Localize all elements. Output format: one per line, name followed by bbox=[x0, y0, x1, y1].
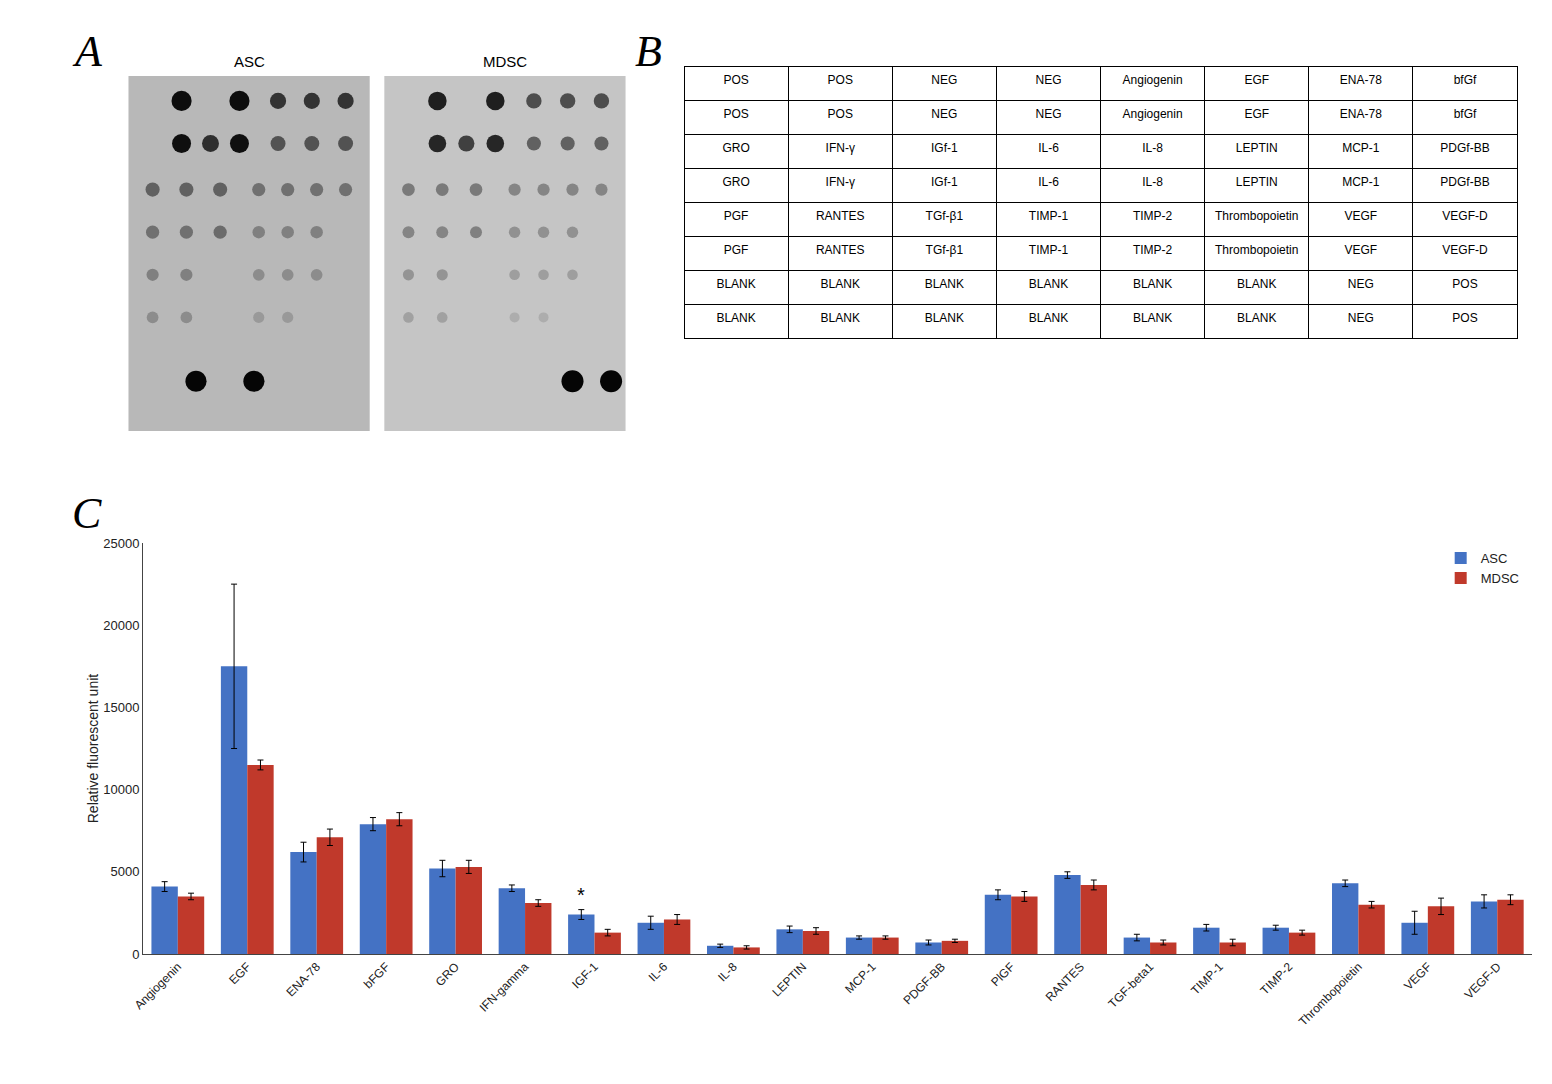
svg-text:A: A bbox=[72, 27, 103, 76]
svg-text:IL-6: IL-6 bbox=[1038, 141, 1059, 155]
svg-text:PGF: PGF bbox=[724, 209, 749, 223]
svg-text:RANTES: RANTES bbox=[816, 209, 865, 223]
svg-text:NEG: NEG bbox=[1348, 311, 1374, 325]
svg-text:TIMP-1: TIMP-1 bbox=[1029, 209, 1069, 223]
svg-text:IGf-1: IGf-1 bbox=[931, 175, 958, 189]
svg-text:20000: 20000 bbox=[103, 618, 139, 633]
svg-text:TGF-beta1: TGF-beta1 bbox=[1105, 960, 1156, 1011]
svg-text:MCP-1: MCP-1 bbox=[1342, 175, 1380, 189]
svg-text:ENA-78: ENA-78 bbox=[1340, 107, 1382, 121]
svg-text:IGf-1: IGf-1 bbox=[931, 141, 958, 155]
svg-text:RANTES: RANTES bbox=[816, 243, 865, 257]
svg-text:MCP-1: MCP-1 bbox=[1342, 141, 1380, 155]
svg-text:IFN-gamma: IFN-gamma bbox=[477, 960, 532, 1015]
svg-text:POS: POS bbox=[1452, 311, 1477, 325]
svg-text:TIMP-2: TIMP-2 bbox=[1133, 209, 1173, 223]
svg-text:VEGF-D: VEGF-D bbox=[1462, 960, 1504, 1002]
svg-text:B: B bbox=[635, 27, 662, 76]
svg-text:BLANK: BLANK bbox=[821, 277, 860, 291]
svg-text:IL-8: IL-8 bbox=[1142, 141, 1163, 155]
svg-text:BLANK: BLANK bbox=[716, 311, 755, 325]
svg-text:*: * bbox=[577, 884, 585, 906]
svg-text:bfGf: bfGf bbox=[1454, 107, 1477, 121]
svg-text:RANTES: RANTES bbox=[1043, 960, 1087, 1004]
svg-text:BLANK: BLANK bbox=[716, 277, 755, 291]
svg-text:GRO: GRO bbox=[433, 960, 462, 989]
svg-text:TIMP-1: TIMP-1 bbox=[1188, 960, 1226, 998]
svg-text:ASC: ASC bbox=[234, 53, 265, 70]
svg-text:NEG: NEG bbox=[931, 73, 957, 87]
svg-text:5000: 5000 bbox=[111, 864, 140, 879]
svg-text:MCP-1: MCP-1 bbox=[842, 960, 879, 997]
svg-text:BLANK: BLANK bbox=[1133, 277, 1172, 291]
svg-text:PDGf-BB: PDGf-BB bbox=[1440, 175, 1489, 189]
svg-text:MDSC: MDSC bbox=[1481, 571, 1519, 586]
svg-text:TGf-β1: TGf-β1 bbox=[926, 243, 964, 257]
svg-text:Angiogenin: Angiogenin bbox=[132, 960, 184, 1012]
svg-text:MDSC: MDSC bbox=[483, 53, 527, 70]
svg-text:Thrombopoietin: Thrombopoietin bbox=[1215, 243, 1298, 257]
svg-text:bfGf: bfGf bbox=[1454, 73, 1477, 87]
svg-text:POS: POS bbox=[723, 107, 748, 121]
svg-text:TIMP-2: TIMP-2 bbox=[1258, 960, 1296, 998]
svg-text:IL-8: IL-8 bbox=[1142, 175, 1163, 189]
svg-text:POS: POS bbox=[723, 73, 748, 87]
svg-text:ASC: ASC bbox=[1481, 551, 1508, 566]
svg-text:IFN-γ: IFN-γ bbox=[826, 141, 855, 155]
svg-text:POS: POS bbox=[828, 107, 853, 121]
svg-text:GRO: GRO bbox=[722, 175, 749, 189]
svg-text:0: 0 bbox=[132, 947, 139, 962]
svg-text:IL-6: IL-6 bbox=[646, 960, 671, 985]
svg-text:BLANK: BLANK bbox=[821, 311, 860, 325]
svg-text:bFGF: bFGF bbox=[361, 960, 393, 992]
svg-text:VEGF: VEGF bbox=[1345, 243, 1378, 257]
svg-text:BLANK: BLANK bbox=[1237, 311, 1276, 325]
svg-text:LEPTIN: LEPTIN bbox=[1236, 175, 1278, 189]
svg-text:GRO: GRO bbox=[722, 141, 749, 155]
svg-text:LEPTIN: LEPTIN bbox=[770, 960, 810, 1000]
svg-text:Thrombopoietin: Thrombopoietin bbox=[1215, 209, 1298, 223]
svg-text:LEPTIN: LEPTIN bbox=[1236, 141, 1278, 155]
svg-text:BLANK: BLANK bbox=[1237, 277, 1276, 291]
svg-text:VEGF-D: VEGF-D bbox=[1442, 209, 1488, 223]
svg-text:Relative fluorescent unit: Relative fluorescent unit bbox=[85, 674, 101, 824]
svg-text:VEGF: VEGF bbox=[1345, 209, 1378, 223]
svg-text:PGF: PGF bbox=[724, 243, 749, 257]
svg-text:15000: 15000 bbox=[103, 700, 139, 715]
svg-text:POS: POS bbox=[1452, 277, 1477, 291]
svg-text:TIMP-1: TIMP-1 bbox=[1029, 243, 1069, 257]
svg-text:TIMP-2: TIMP-2 bbox=[1133, 243, 1173, 257]
svg-text:PDGf-BB: PDGf-BB bbox=[1440, 141, 1489, 155]
svg-text:EGF: EGF bbox=[1244, 73, 1269, 87]
svg-text:NEG: NEG bbox=[1035, 107, 1061, 121]
svg-text:IL-6: IL-6 bbox=[1038, 175, 1059, 189]
svg-text:BLANK: BLANK bbox=[1029, 277, 1068, 291]
svg-text:IL-8: IL-8 bbox=[715, 960, 740, 985]
svg-text:Thrombopoietin: Thrombopoietin bbox=[1296, 960, 1365, 1029]
svg-text:BLANK: BLANK bbox=[925, 311, 964, 325]
svg-text:C: C bbox=[72, 489, 102, 538]
svg-text:Angiogenin: Angiogenin bbox=[1123, 73, 1183, 87]
svg-text:BLANK: BLANK bbox=[1029, 311, 1068, 325]
svg-text:EGF: EGF bbox=[1244, 107, 1269, 121]
svg-text:ENA-78: ENA-78 bbox=[1340, 73, 1382, 87]
svg-text:NEG: NEG bbox=[931, 107, 957, 121]
svg-text:PDGF-BB: PDGF-BB bbox=[900, 960, 948, 1008]
svg-text:BLANK: BLANK bbox=[925, 277, 964, 291]
svg-text:EGF: EGF bbox=[226, 960, 253, 987]
svg-text:NEG: NEG bbox=[1348, 277, 1374, 291]
svg-text:10000: 10000 bbox=[103, 782, 139, 797]
svg-text:Angiogenin: Angiogenin bbox=[1123, 107, 1183, 121]
svg-text:POS: POS bbox=[828, 73, 853, 87]
svg-text:ENA-78: ENA-78 bbox=[283, 960, 323, 1000]
svg-text:IGF-1: IGF-1 bbox=[569, 960, 601, 992]
svg-text:VEGF: VEGF bbox=[1401, 960, 1434, 993]
svg-text:BLANK: BLANK bbox=[1133, 311, 1172, 325]
svg-text:IFN-γ: IFN-γ bbox=[826, 175, 855, 189]
svg-text:TGf-β1: TGf-β1 bbox=[926, 209, 964, 223]
svg-text:VEGF-D: VEGF-D bbox=[1442, 243, 1488, 257]
svg-text:NEG: NEG bbox=[1035, 73, 1061, 87]
svg-text:25000: 25000 bbox=[103, 536, 139, 551]
svg-text:PlGF: PlGF bbox=[988, 960, 1017, 989]
